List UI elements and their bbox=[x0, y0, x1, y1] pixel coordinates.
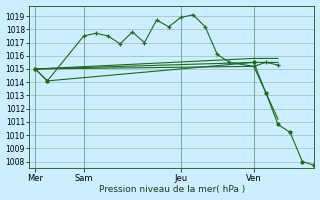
X-axis label: Pression niveau de la mer( hPa ): Pression niveau de la mer( hPa ) bbox=[99, 185, 245, 194]
